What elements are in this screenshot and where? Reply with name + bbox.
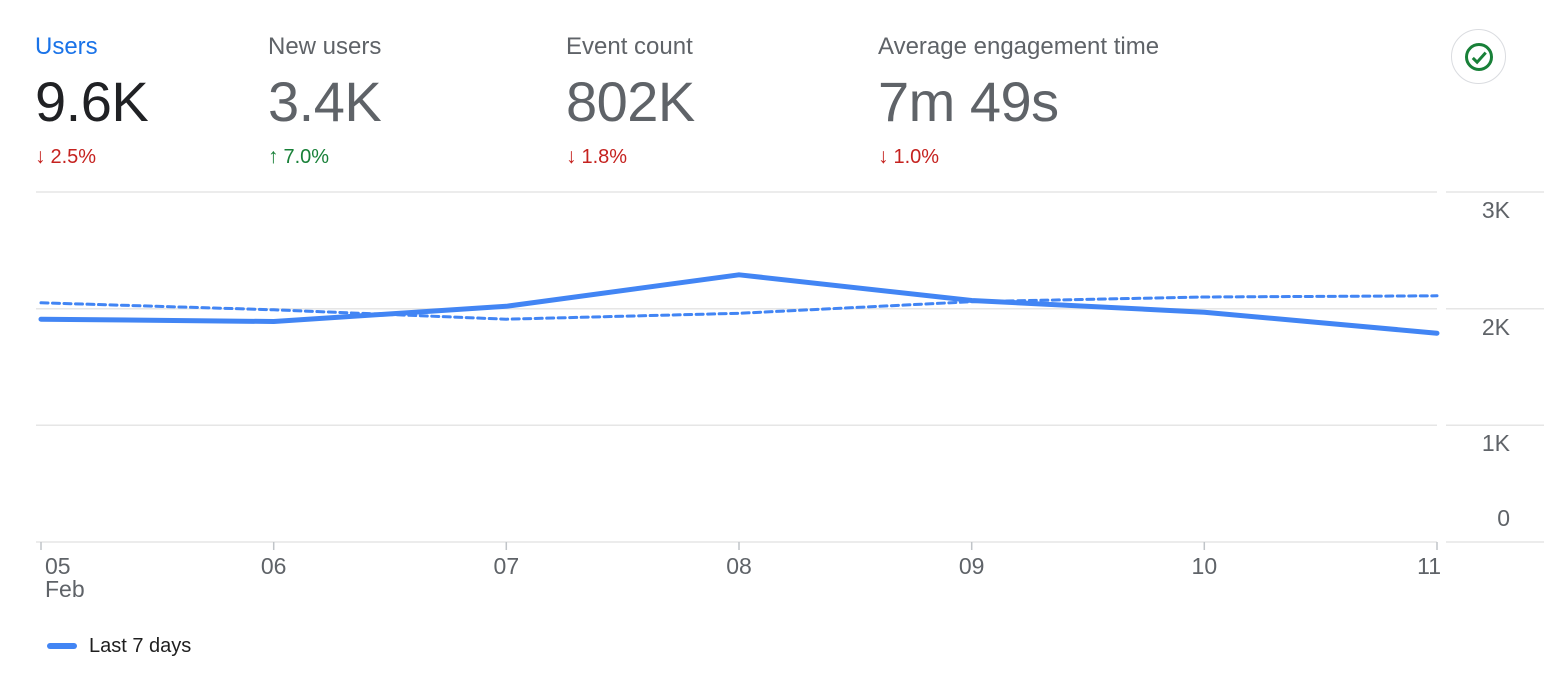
y-axis-label: 1K xyxy=(1481,430,1510,457)
x-axis-label: 06 xyxy=(260,553,287,579)
x-axis-label: 05 xyxy=(45,553,71,579)
trend-down-icon: ↓ xyxy=(35,145,46,168)
metric-label: New users xyxy=(268,33,382,60)
metric-delta: ↓ 1.8% xyxy=(566,145,695,169)
metric-tab-avg-engagement-time[interactable]: Average engagement time 7m 49s ↓ 1.0% xyxy=(878,33,1159,169)
metric-tab-new-users[interactable]: New users 3.4K ↑ 7.0% xyxy=(268,33,382,169)
metric-value: 7m 49s xyxy=(878,70,1059,133)
delta-percent: 2.5% xyxy=(50,146,97,168)
metric-tab-event-count[interactable]: Event count 802K ↓ 1.8% xyxy=(566,33,695,169)
metric-delta: ↑ 7.0% xyxy=(268,145,381,169)
check-circle-icon xyxy=(1464,42,1493,71)
series-last-7-days-line xyxy=(38,272,1440,336)
trend-down-icon: ↓ xyxy=(566,145,577,168)
chart-legend: Last 7 days xyxy=(47,632,191,660)
x-axis-label: 09 xyxy=(958,553,985,579)
y-axis-label: 2K xyxy=(1481,313,1510,340)
y-axis-label: 0 xyxy=(1497,505,1510,531)
delta-percent: 1.0% xyxy=(893,146,940,168)
data-quality-check-button[interactable] xyxy=(1451,29,1506,84)
trend-down-icon: ↓ xyxy=(878,145,889,168)
x-axis-label: 11 xyxy=(1417,553,1441,579)
metric-label: Event count xyxy=(566,33,693,60)
series-preceding-period-line xyxy=(39,294,1439,321)
metric-delta: ↓ 1.0% xyxy=(878,145,1159,169)
metric-tab-users[interactable]: Users 9.6K ↓ 2.5% xyxy=(35,33,149,169)
metric-label: Users xyxy=(35,33,98,60)
x-axis-label: 07 xyxy=(493,553,520,579)
metric-value: 802K xyxy=(566,70,695,133)
metric-delta: ↓ 2.5% xyxy=(35,145,148,169)
trend-up-icon: ↑ xyxy=(268,145,279,168)
delta-percent: 7.0% xyxy=(283,146,330,168)
legend-label: Last 7 days xyxy=(89,635,192,657)
x-axis-month-label: Feb xyxy=(45,576,85,602)
legend-line-swatch xyxy=(47,643,77,649)
metric-label: Average engagement time xyxy=(878,33,1160,60)
x-axis-label: 08 xyxy=(726,553,752,579)
x-axis-label: 10 xyxy=(1191,553,1218,579)
delta-percent: 1.8% xyxy=(581,146,628,168)
metric-value: 3.4K xyxy=(268,70,382,133)
y-axis-label: 3K xyxy=(1481,197,1510,223)
metric-value: 9.6K xyxy=(35,70,149,133)
